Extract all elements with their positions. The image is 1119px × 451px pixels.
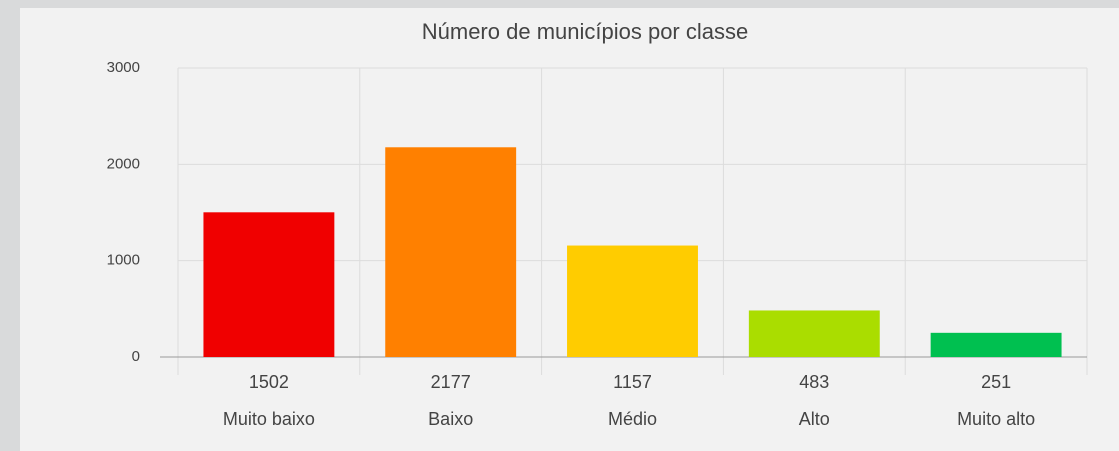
y-tick-label: 2000 xyxy=(107,155,140,172)
data-label: 1502 xyxy=(249,372,289,392)
data-label: 2177 xyxy=(431,372,471,392)
x-tick-label: Muito baixo xyxy=(223,409,315,429)
bar xyxy=(385,147,517,357)
data-label: 1157 xyxy=(613,372,652,392)
chart-title: Número de municípios por classe xyxy=(422,19,748,44)
bar xyxy=(203,212,335,357)
data-label: 251 xyxy=(981,372,1011,392)
bar xyxy=(567,245,698,357)
x-tick-label: Alto xyxy=(799,409,830,429)
chart-panel xyxy=(20,8,1119,451)
x-tick-label: Muito alto xyxy=(957,409,1035,429)
x-tick-label: Médio xyxy=(608,409,657,429)
y-tick-label: 0 xyxy=(132,348,140,365)
bar xyxy=(930,332,1062,357)
bar xyxy=(748,310,880,357)
x-tick-label: Baixo xyxy=(428,409,473,429)
data-label: 483 xyxy=(799,372,829,392)
y-tick-label: 3000 xyxy=(107,59,140,76)
y-tick-label: 1000 xyxy=(107,252,140,269)
